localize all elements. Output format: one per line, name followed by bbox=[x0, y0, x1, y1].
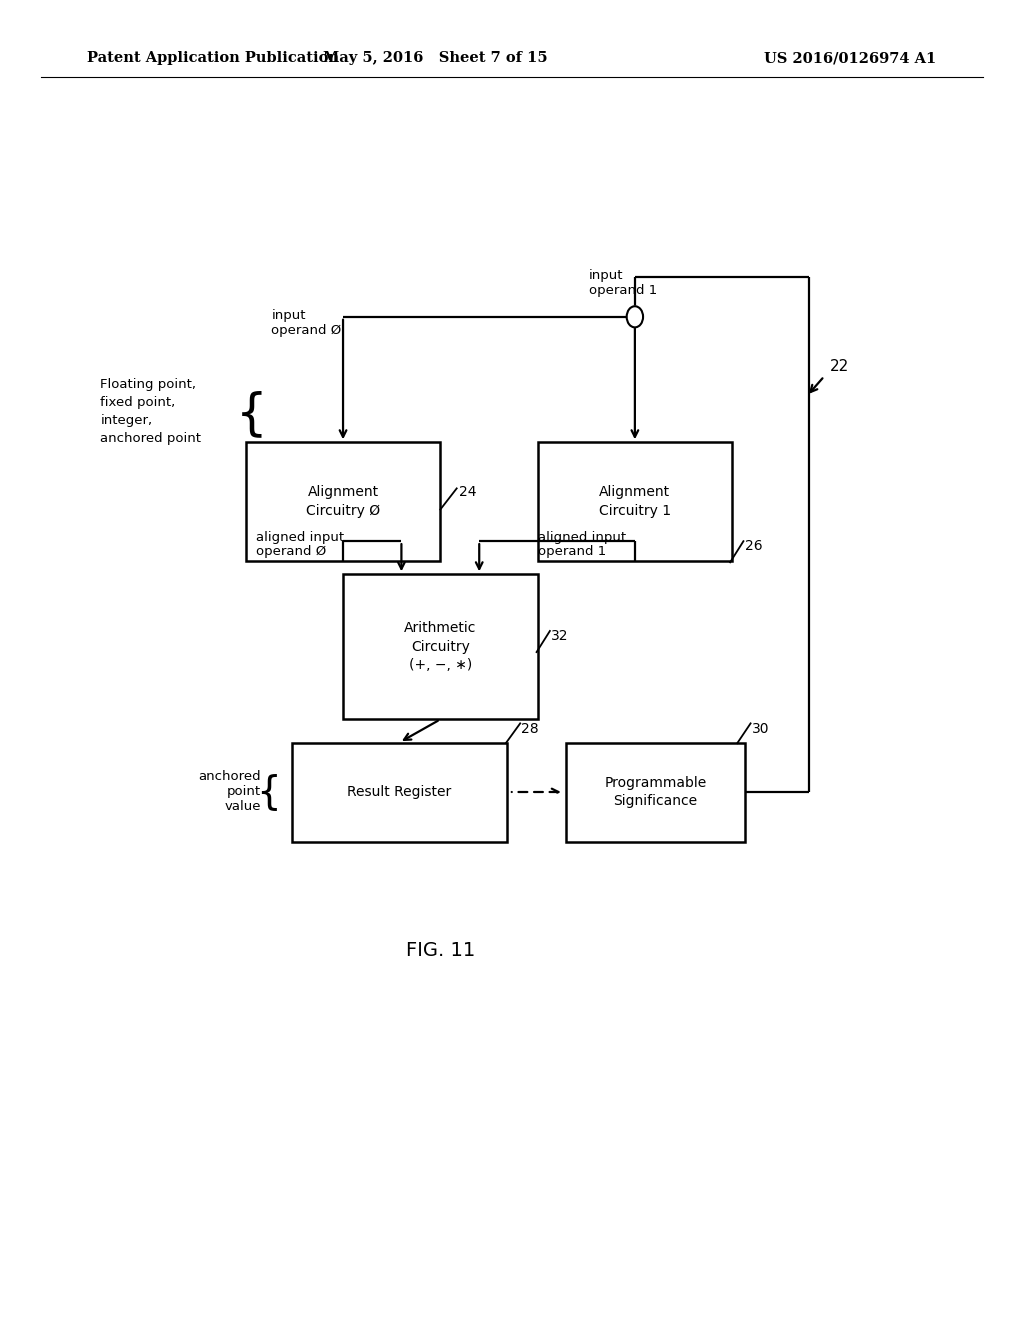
Text: Patent Application Publication: Patent Application Publication bbox=[87, 51, 339, 65]
Text: US 2016/0126974 A1: US 2016/0126974 A1 bbox=[764, 51, 936, 65]
Text: Arithmetic
Circuitry
(+, −, ∗): Arithmetic Circuitry (+, −, ∗) bbox=[404, 622, 476, 672]
Text: 28: 28 bbox=[521, 722, 539, 735]
Text: 26: 26 bbox=[745, 540, 763, 553]
Text: {: { bbox=[256, 774, 281, 810]
Bar bbox=[565, 742, 745, 842]
Bar bbox=[343, 574, 538, 719]
Text: FIG. 11: FIG. 11 bbox=[406, 941, 475, 960]
Text: 22: 22 bbox=[829, 359, 849, 375]
Text: {: { bbox=[236, 391, 268, 438]
Text: anchored
point
value: anchored point value bbox=[199, 771, 261, 813]
Text: Result Register: Result Register bbox=[347, 785, 452, 799]
Bar bbox=[246, 442, 440, 561]
Text: Alignment
Circuitry 1: Alignment Circuitry 1 bbox=[599, 486, 671, 517]
Bar bbox=[292, 742, 507, 842]
Text: input
operand Ø: input operand Ø bbox=[271, 309, 342, 337]
Text: 32: 32 bbox=[551, 630, 568, 643]
Text: May 5, 2016   Sheet 7 of 15: May 5, 2016 Sheet 7 of 15 bbox=[323, 51, 548, 65]
Text: Floating point,
fixed point,
integer,
anchored point: Floating point, fixed point, integer, an… bbox=[100, 379, 202, 445]
Text: Alignment
Circuitry Ø: Alignment Circuitry Ø bbox=[306, 486, 380, 517]
Text: aligned input
operand Ø: aligned input operand Ø bbox=[256, 531, 344, 558]
Text: 24: 24 bbox=[459, 486, 476, 499]
Text: input
operand 1: input operand 1 bbox=[589, 269, 657, 297]
Text: Programmable
Significance: Programmable Significance bbox=[604, 776, 707, 808]
Bar bbox=[538, 442, 732, 561]
Text: aligned input
operand 1: aligned input operand 1 bbox=[538, 531, 626, 558]
Text: 30: 30 bbox=[752, 722, 769, 735]
Circle shape bbox=[627, 306, 643, 327]
